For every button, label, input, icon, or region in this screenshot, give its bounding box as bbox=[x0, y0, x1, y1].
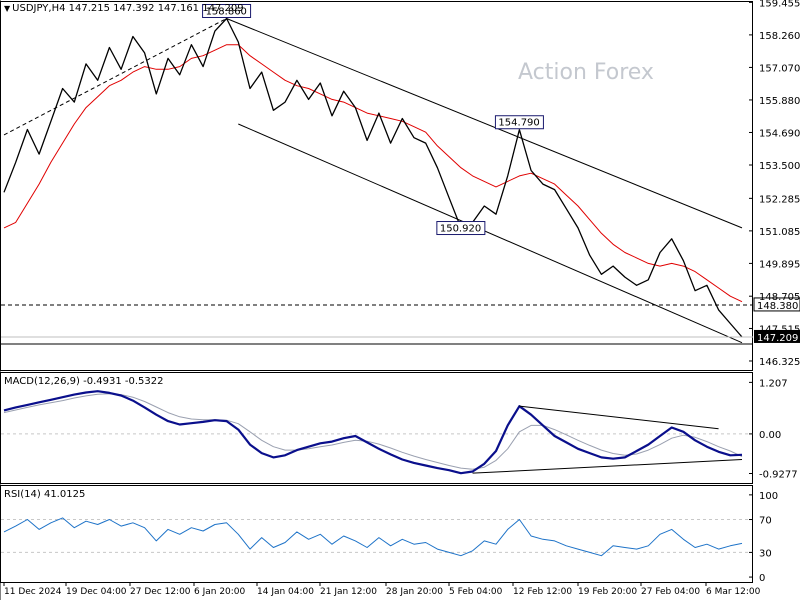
x-tick-label: 21 Jan 12:00 bbox=[320, 587, 377, 597]
price-tick-label: 147.515 bbox=[759, 324, 800, 335]
rsi-tick-label: 30 bbox=[759, 548, 772, 559]
panel-frame-rsi bbox=[0, 485, 753, 583]
callout-box bbox=[436, 221, 486, 236]
x-tick-label: 6 Mar 12:00 bbox=[706, 587, 761, 597]
x-tick-label: 14 Jan 04:00 bbox=[257, 587, 314, 597]
chart-overlay: 148.380 158.860 154.790 150.920 147.209 bbox=[1, 3, 800, 474]
x-tick-label: 12 Feb 12:00 bbox=[513, 587, 572, 597]
panel-frames bbox=[0, 0, 753, 600]
callout-box bbox=[494, 115, 544, 130]
ma-line bbox=[3, 44, 743, 303]
rsi-label: RSI(14) 41.0125 bbox=[4, 489, 86, 500]
rsi-line bbox=[3, 517, 743, 557]
x-tick-label: 5 Feb 04:00 bbox=[449, 587, 503, 597]
price-tick-label: 157.070 bbox=[759, 63, 800, 74]
x-tick-label: 28 Jan 20:00 bbox=[386, 587, 443, 597]
callout-label: 150.920 bbox=[440, 224, 481, 235]
macd-tick-label: 1.207 bbox=[759, 378, 788, 389]
x-tick-label: 27 Dec 12:00 bbox=[130, 587, 191, 597]
rsi-tick-label: 100 bbox=[759, 491, 778, 502]
callout-box bbox=[202, 3, 252, 18]
trendline-early-uptrend bbox=[3, 18, 227, 136]
callout-label: 158.860 bbox=[206, 6, 247, 17]
collapse-triangle-icon[interactable]: ▼ bbox=[4, 4, 11, 13]
watermark: Action Forex bbox=[518, 60, 654, 85]
chart-title: ▼ USDJPY,H4 147.215 147.392 147.161 147.2… bbox=[4, 3, 244, 14]
axis-labels: 159.455 158.260 157.070 155.880 154.690 153.5… bbox=[3, 0, 800, 597]
price-tick-label: 159.455 bbox=[759, 0, 800, 9]
macd-line bbox=[3, 390, 743, 475]
price-tick-label: 149.895 bbox=[759, 259, 800, 270]
price-tick-label: 153.500 bbox=[759, 161, 800, 172]
rsi-tick-label: 0 bbox=[759, 573, 765, 584]
level-label: 148.380 bbox=[757, 301, 798, 312]
level-label-box bbox=[753, 297, 800, 312]
grid-lines bbox=[1, 433, 753, 553]
symbol-line: USDJPY,H4 147.215 147.392 147.161 147.20… bbox=[12, 3, 244, 14]
trendline-macd-upper bbox=[519, 405, 719, 430]
price-tick-label: 148.705 bbox=[759, 292, 800, 303]
rsi-tick-label: 70 bbox=[759, 516, 772, 527]
current-price-badge bbox=[754, 329, 800, 343]
macd-signal-line bbox=[3, 393, 743, 470]
trendline-macd-lower bbox=[472, 459, 743, 474]
trendline-upper-channel bbox=[226, 18, 743, 229]
price-tick-label: 155.880 bbox=[759, 96, 800, 107]
chart-lines bbox=[3, 17, 743, 557]
price-tick-label: 154.690 bbox=[759, 128, 800, 139]
x-tick-label: 19 Dec 04:00 bbox=[66, 587, 127, 597]
x-tick-label: 19 Feb 20:00 bbox=[578, 587, 637, 597]
price-tick-label: 152.285 bbox=[759, 194, 800, 205]
macd-tick-label: 0.00 bbox=[759, 430, 781, 441]
x-tick-label: 6 Jan 20:00 bbox=[194, 587, 246, 597]
price-tick-label: 158.260 bbox=[759, 31, 800, 42]
macd-label: MACD(12,26,9) -0.4931 -0.5322 bbox=[4, 376, 164, 387]
price-line bbox=[3, 17, 743, 338]
current-price-label: 147.209 bbox=[757, 333, 798, 344]
price-tick-label: 146.325 bbox=[759, 357, 800, 368]
panel-frame-macd bbox=[0, 372, 753, 484]
x-tick-label: 27 Feb 04:00 bbox=[641, 587, 700, 597]
x-tick-label: 11 Dec 2024 bbox=[4, 587, 62, 597]
callout-label: 154.790 bbox=[498, 118, 539, 129]
macd-tick-label: -0.9277 bbox=[759, 470, 798, 481]
price-tick-label: 151.085 bbox=[759, 227, 800, 238]
trendline-lower-channel bbox=[238, 123, 743, 344]
